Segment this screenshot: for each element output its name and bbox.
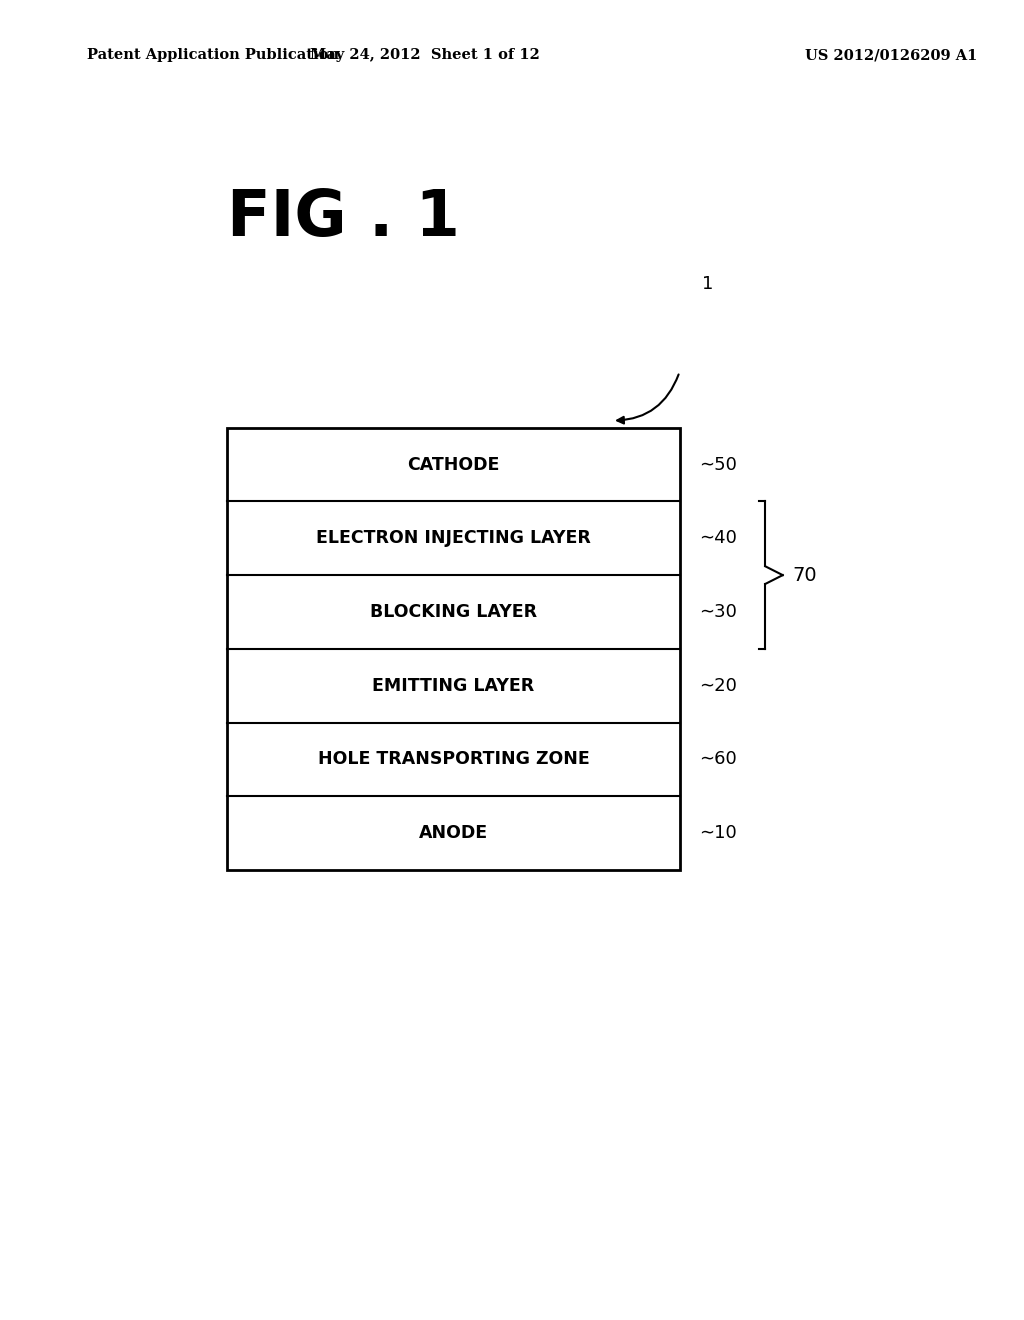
Text: BLOCKING LAYER: BLOCKING LAYER	[370, 603, 537, 620]
Text: 1: 1	[702, 275, 714, 293]
Text: ∼10: ∼10	[699, 824, 737, 842]
Text: HOLE TRANSPORTING ZONE: HOLE TRANSPORTING ZONE	[317, 750, 589, 768]
Text: ∼20: ∼20	[699, 677, 737, 694]
Text: CATHODE: CATHODE	[408, 455, 500, 474]
Text: ∼30: ∼30	[699, 603, 737, 620]
Text: ∼40: ∼40	[699, 529, 737, 548]
Text: Patent Application Publication: Patent Application Publication	[87, 49, 339, 62]
Text: FIG . 1: FIG . 1	[226, 187, 460, 248]
Text: ∼50: ∼50	[699, 455, 737, 474]
Bar	[227, 428, 680, 870]
Text: May 24, 2012  Sheet 1 of 12: May 24, 2012 Sheet 1 of 12	[310, 49, 540, 62]
Text: ∼60: ∼60	[699, 750, 737, 768]
Text: ELECTRON INJECTING LAYER: ELECTRON INJECTING LAYER	[316, 529, 591, 548]
Text: EMITTING LAYER: EMITTING LAYER	[373, 677, 535, 694]
Text: 70: 70	[793, 566, 817, 585]
Text: US 2012/0126209 A1: US 2012/0126209 A1	[805, 49, 977, 62]
Text: ANODE: ANODE	[419, 824, 488, 842]
